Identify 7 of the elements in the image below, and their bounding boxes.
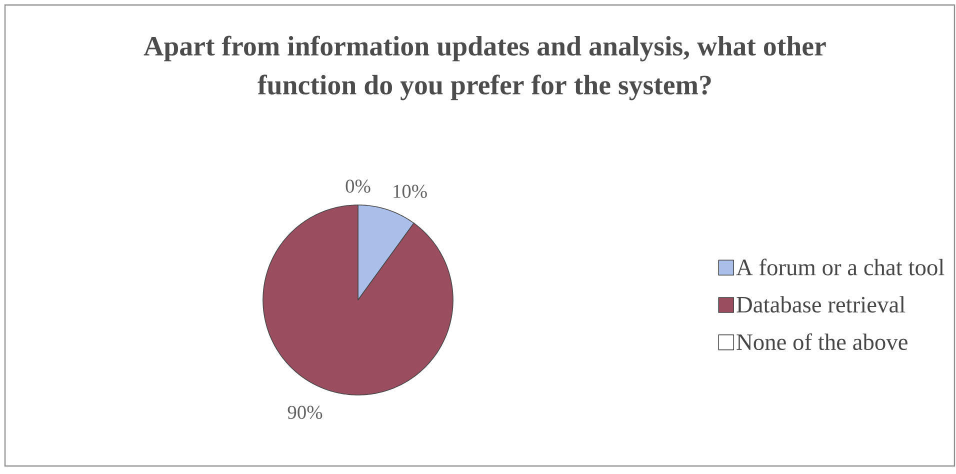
chart-title: Apart from information updates and analysis, what other function do you prefer for the system? <box>144 36 826 100</box>
text: 0% <box>346 180 370 193</box>
data-label: 10% <box>394 184 427 198</box>
data-label: 90% <box>288 406 322 419</box>
legend-label: Database retrieval <box>736 296 906 313</box>
legend-label: A forum or a chat tool <box>736 258 944 276</box>
legend-label: None of the above <box>736 333 908 350</box>
